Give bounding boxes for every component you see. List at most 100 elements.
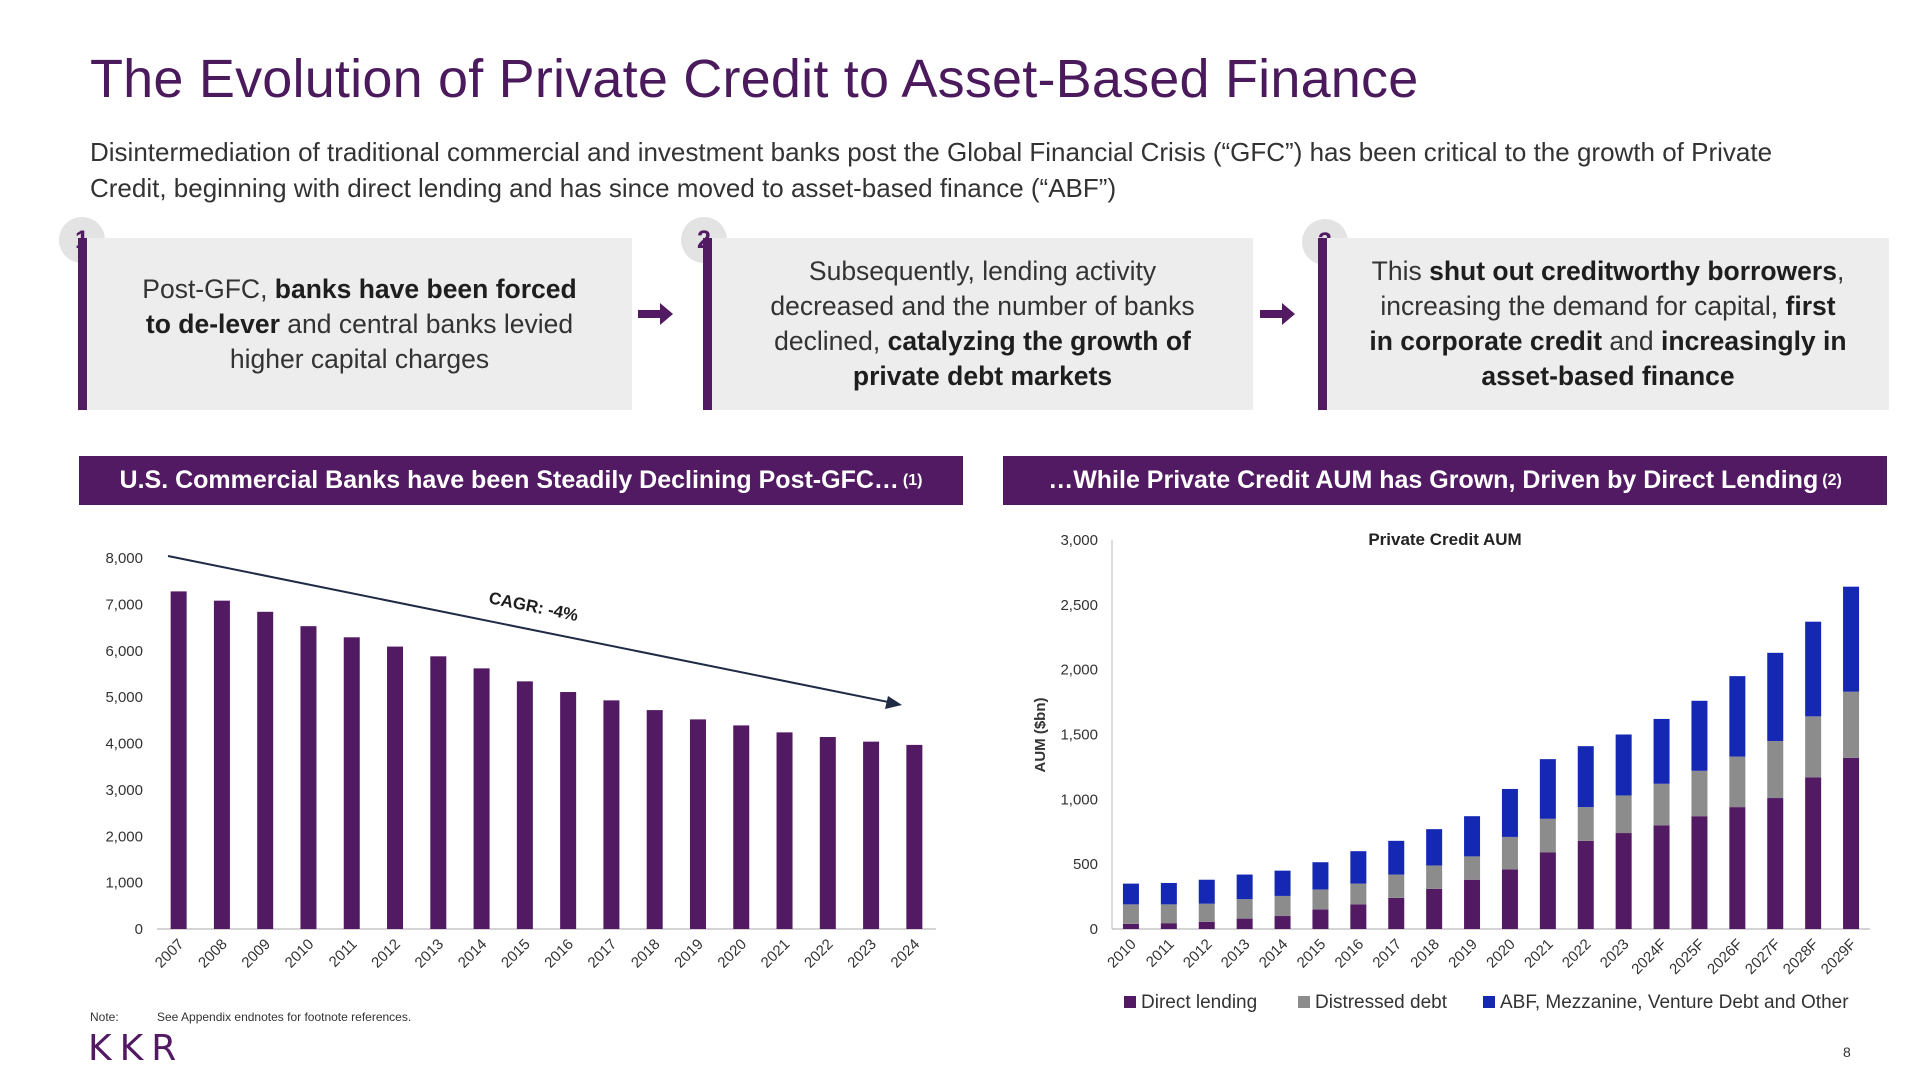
x-tick-label: 2009 <box>238 936 274 972</box>
y-tick-label: 8,000 <box>105 550 143 567</box>
x-tick-label: 2014 <box>455 936 491 972</box>
bar-segment-2022-0 <box>1577 840 1594 929</box>
x-tick-label: 2019 <box>1445 936 1481 972</box>
legend-swatch <box>1298 996 1310 1008</box>
legend-item: Distressed debt <box>1315 992 1448 1013</box>
y-tick-label: 6,000 <box>105 643 143 660</box>
bar-segment-2016-0 <box>1350 904 1367 929</box>
y-tick-label: 0 <box>135 921 143 938</box>
bar-segment-2021-2 <box>1539 759 1556 819</box>
x-tick-label: 2015 <box>498 936 534 972</box>
right-chart-header: …While Private Credit AUM has Grown, Dri… <box>1003 456 1887 505</box>
bar-segment-2017-0 <box>1388 897 1405 929</box>
bar-segment-2023-1 <box>1615 795 1632 834</box>
bar-2013 <box>430 656 447 929</box>
x-tick-label: 2013 <box>412 936 448 972</box>
step-text: Subsequently, lending activity decreased… <box>770 256 1195 356</box>
bar-segment-2013-2 <box>1236 874 1253 900</box>
bar-segment-2014-2 <box>1274 870 1291 896</box>
bar-segment-2017-1 <box>1388 874 1405 898</box>
bar-segment-2013-0 <box>1236 918 1253 929</box>
y-tick-label: 1,500 <box>1060 727 1098 744</box>
bar-segment-2024F-1 <box>1653 783 1670 826</box>
x-tick-label: 2023 <box>844 936 880 972</box>
bar-segment-2012-2 <box>1198 879 1215 904</box>
x-tick-label: 2013 <box>1218 936 1254 972</box>
bar-2023 <box>863 741 880 929</box>
x-tick-label: 2007 <box>152 936 188 972</box>
bar-2018 <box>646 710 663 929</box>
bar-segment-2029F-0 <box>1843 757 1860 929</box>
bar-segment-2019-0 <box>1464 879 1481 929</box>
x-tick-label: 2015 <box>1294 936 1330 972</box>
y-axis-label: AUM ($bn) <box>1032 698 1049 773</box>
y-tick-label: 5,000 <box>105 689 143 706</box>
bar-segment-2019-2 <box>1464 816 1481 857</box>
trend-line <box>167 555 899 705</box>
bar-segment-2014-0 <box>1274 916 1291 929</box>
x-tick-label: 2022 <box>1559 936 1595 972</box>
x-tick-label: 2028F <box>1780 936 1822 978</box>
x-tick-label: 2017 <box>585 936 621 972</box>
y-tick-label: 4,000 <box>105 736 143 753</box>
left-chart-header: U.S. Commercial Banks have been Steadily… <box>79 456 963 505</box>
trend-arrowhead-icon <box>885 696 902 709</box>
bar-2022 <box>819 737 836 929</box>
bar-segment-2016-1 <box>1350 883 1367 905</box>
right-chart-footnote: (2) <box>1822 471 1842 489</box>
bar-segment-2028F-0 <box>1805 777 1822 929</box>
bar-segment-2027F-1 <box>1767 740 1784 799</box>
bar-segment-2015-0 <box>1312 909 1329 929</box>
bar-segment-2012-0 <box>1198 921 1215 929</box>
legend-item: Direct lending <box>1141 992 1257 1013</box>
bar-2017 <box>603 700 620 929</box>
x-tick-label: 2011 <box>326 936 361 971</box>
bar-2016 <box>560 692 577 929</box>
x-tick-label: 2016 <box>1332 936 1368 972</box>
x-tick-label: 2012 <box>368 936 404 972</box>
y-tick-label: 7,000 <box>105 596 143 613</box>
bar-segment-2029F-2 <box>1843 586 1860 692</box>
x-tick-label: 2012 <box>1180 936 1216 972</box>
step-text: and central banks levied higher capital … <box>229 308 574 374</box>
step-text-content: This shut out creditworthy borrowers, in… <box>1367 254 1849 394</box>
step-text-bold: banks have been forced to de-lever <box>145 273 577 339</box>
bar-2008 <box>213 600 230 929</box>
bar-2024 <box>906 744 923 929</box>
bar-segment-2014-1 <box>1274 895 1291 917</box>
x-tick-label: 2010 <box>1104 936 1140 972</box>
x-tick-label: 2026F <box>1704 936 1746 978</box>
bar-segment-2017-2 <box>1388 840 1405 875</box>
step-1-text: Post-GFC, banks have been forced to de-l… <box>87 238 632 410</box>
x-tick-label: 2022 <box>801 936 837 972</box>
arrow-right-icon <box>1260 303 1295 325</box>
bar-2015 <box>516 681 533 929</box>
chart-title: Private Credit AUM <box>1368 530 1521 549</box>
y-tick-label: 3,000 <box>105 782 143 799</box>
bar-segment-2022-2 <box>1577 746 1594 808</box>
bar-segment-2026F-0 <box>1729 807 1746 929</box>
x-tick-label: 2011 <box>1143 936 1178 971</box>
x-tick-label: 2010 <box>282 936 318 972</box>
kkr-logo: KKR <box>88 1028 185 1069</box>
page-number: 8 <box>1843 1044 1851 1060</box>
bar-2021 <box>776 732 793 929</box>
y-tick-label: 1,000 <box>1060 791 1098 808</box>
y-tick-label: 2,000 <box>1060 662 1098 679</box>
y-tick-label: 3,000 <box>1060 532 1098 549</box>
x-tick-label: 2021 <box>758 936 794 972</box>
bar-2007 <box>170 591 187 929</box>
x-tick-label: 2018 <box>1407 936 1443 972</box>
step-text: and <box>1602 326 1662 356</box>
left-chart-footnote: (1) <box>902 471 923 489</box>
step-2-accent-bar <box>703 238 712 410</box>
bar-2009 <box>257 611 274 929</box>
bar-segment-2020-0 <box>1501 869 1518 929</box>
bar-segment-2020-1 <box>1501 836 1518 870</box>
bar-segment-2024F-2 <box>1653 718 1670 784</box>
bar-segment-2018-2 <box>1426 829 1443 866</box>
legend-item: ABF, Mezzanine, Venture Debt and Other <box>1500 992 1849 1013</box>
right-chart-header-text: …While Private Credit AUM has Grown, Dri… <box>1048 466 1819 494</box>
step-3-accent-bar <box>1318 238 1327 410</box>
x-tick-label: 2014 <box>1256 936 1292 972</box>
